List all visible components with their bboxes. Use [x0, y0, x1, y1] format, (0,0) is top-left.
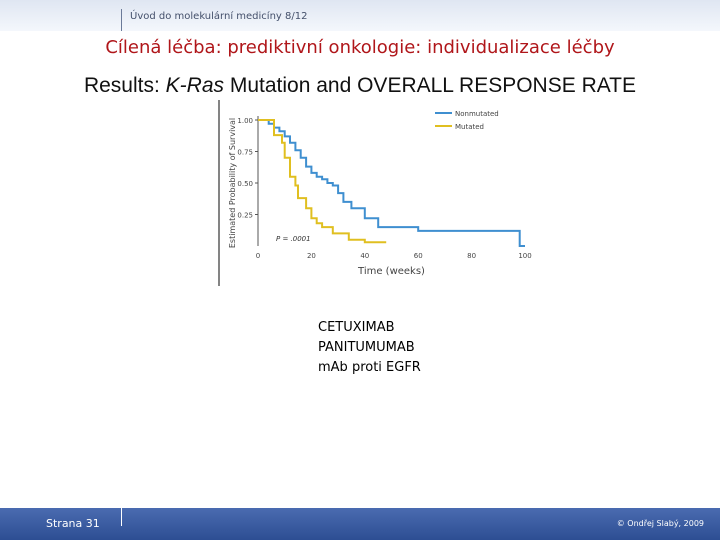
- slide-title: Cílená léčba: prediktivní onkologie: ind…: [105, 37, 615, 58]
- series-line-mutated: [258, 119, 387, 244]
- slide-subtitle: Results: K-Ras Mutation and OVERALL RESP…: [0, 74, 720, 98]
- survival-chart: 0.25 0.50 0.75 1.00 0 20 40 60 80 100 Time (weeks)…: [215, 100, 545, 288]
- p-value-annotation: P = .0001: [276, 235, 311, 243]
- x-axis-label: Time (weeks): [357, 266, 425, 277]
- footer-divider: [121, 508, 122, 526]
- y-tick-label: 0.25: [237, 212, 253, 220]
- x-tick-label: 80: [467, 252, 476, 260]
- x-tick-label: 20: [307, 252, 316, 260]
- subtitle-suffix: Mutation and OVERALL RESPONSE RATE: [224, 74, 637, 97]
- y-tick-label: 0.75: [237, 149, 253, 157]
- copyright: © Ondřej Slabý, 2009: [616, 519, 704, 528]
- y-tick-label: 1.00: [237, 117, 253, 125]
- series-line-nonmutated: [258, 119, 525, 247]
- drug-item: CETUXIMAB: [318, 320, 395, 335]
- x-tick-label: 40: [360, 252, 369, 260]
- course-label: Úvod do molekulární medicíny 8/12: [130, 11, 308, 22]
- survival-chart-svg: 0.25 0.50 0.75 1.00 0 20 40 60 80 100 Time (weeks)…: [218, 100, 532, 286]
- y-tick-label: 0.50: [237, 180, 253, 188]
- x-tick-label: 60: [414, 252, 423, 260]
- legend-label: Nonmutated: [455, 110, 499, 118]
- header-bar: [0, 0, 720, 31]
- x-tick-label: 100: [518, 252, 531, 260]
- page-number: Strana 31: [46, 517, 100, 530]
- drug-list: CETUXIMAB PANITUMUMAB mAb proti EGFR: [318, 318, 421, 378]
- drug-item: PANITUMUMAB: [318, 340, 415, 355]
- footer-bar: Strana 31 © Ondřej Slabý, 2009: [0, 508, 720, 540]
- drug-item: mAb proti EGFR: [318, 360, 421, 375]
- legend-label: Mutated: [455, 123, 484, 131]
- subtitle-prefix: Results:: [83, 74, 166, 97]
- x-tick-label: 0: [256, 252, 260, 260]
- header-divider: [121, 9, 122, 31]
- y-axis-label: Estimated Probability of Survival: [228, 118, 237, 248]
- subtitle-italic: K-Ras: [165, 74, 225, 97]
